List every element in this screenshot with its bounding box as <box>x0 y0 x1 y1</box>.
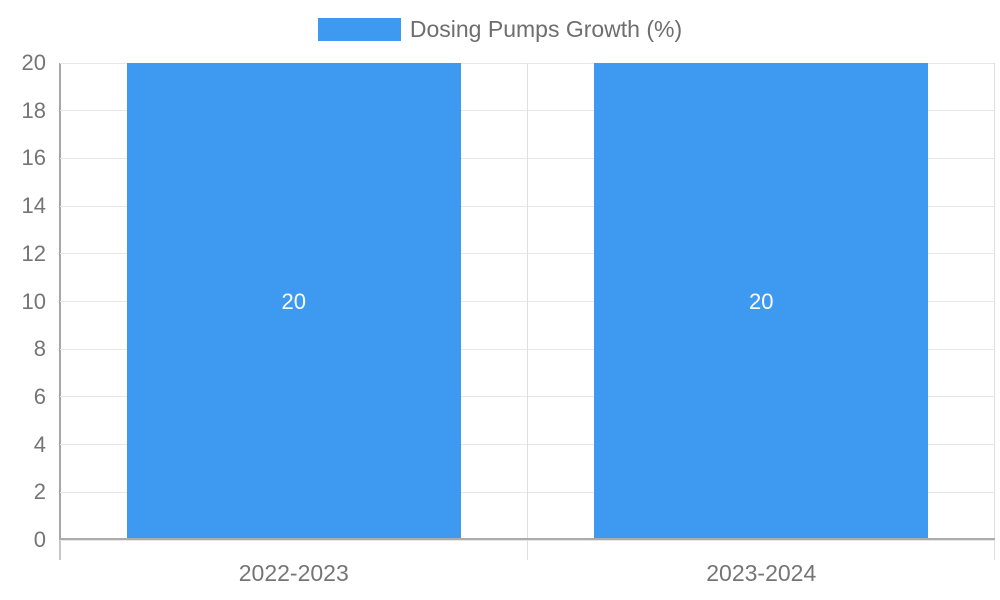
legend-swatch-icon <box>317 18 401 41</box>
bar-2023-2024[interactable] <box>594 63 929 540</box>
y-axis-tick <box>59 540 61 560</box>
y-tick-label: 20 <box>21 50 46 75</box>
x-category-label: 2022-2023 <box>238 560 349 586</box>
y-tick-label: 0 <box>33 527 46 552</box>
bar-2022-2023[interactable] <box>126 63 461 540</box>
y-tick-label: 6 <box>33 383 46 409</box>
y-tick-label: 14 <box>21 193 46 219</box>
y-tick-label: 16 <box>21 145 46 171</box>
bar-value-label: 20 <box>749 288 774 314</box>
y-tick-label: 8 <box>33 336 46 362</box>
x-axis-baseline <box>60 538 995 540</box>
y-tick-label: 10 <box>21 288 46 314</box>
category-separator <box>527 63 528 560</box>
y-tick-label: 12 <box>21 240 46 266</box>
y-tick-label: 2 <box>33 479 46 505</box>
x-category-label: 2023-2024 <box>706 560 817 586</box>
y-tick-label: 18 <box>21 97 46 123</box>
category-separator <box>994 63 995 560</box>
y-tick-label: 4 <box>33 431 46 457</box>
plot-area: 20 20 <box>60 62 995 560</box>
legend-label: Dosing Pumps Growth (%) <box>409 16 683 42</box>
legend[interactable]: Dosing Pumps Growth (%) <box>0 16 1000 43</box>
bar-value-label: 20 <box>281 288 306 314</box>
